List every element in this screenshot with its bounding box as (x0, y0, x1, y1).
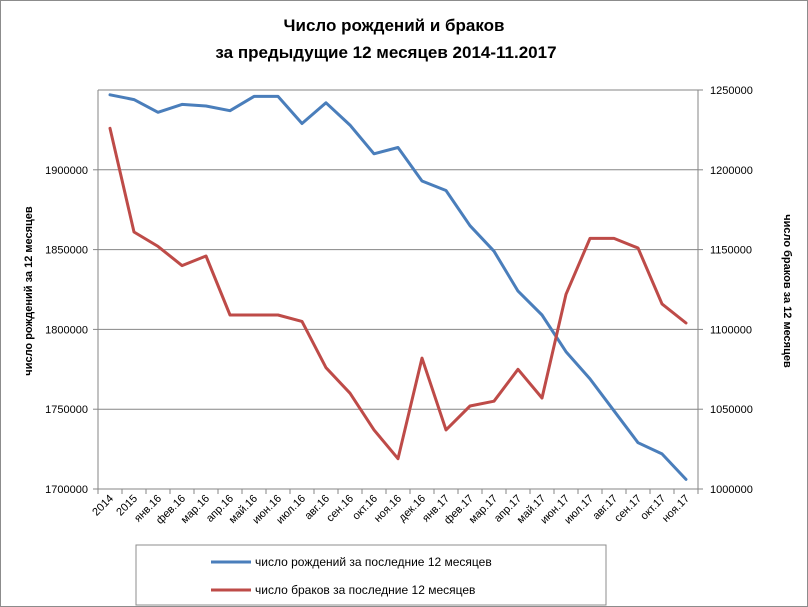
chart-title: Число рождений и браков за предыдущие 12… (215, 16, 556, 62)
legend-label-marriages: число браков за последние 12 месяцев (255, 583, 475, 597)
left-tick-label: 1750000 (45, 404, 88, 416)
right-tick-label: 1050000 (710, 404, 753, 416)
legend-label-births: число рождений за последние 12 месяцев (255, 555, 492, 569)
right-axis-ticks: 1000000 1050000 1100000 1150000 1200000 12500… (698, 85, 753, 496)
left-tick-label: 1900000 (45, 165, 88, 177)
right-tick-label: 1150000 (710, 245, 752, 257)
x-tick-label: ноя.17 (660, 493, 692, 525)
right-axis-title: число браков за 12 месяцев (781, 214, 793, 368)
right-tick-label: 1000000 (710, 484, 753, 496)
series-line-births (108, 93, 688, 481)
series-line-marriages (108, 126, 688, 461)
left-axis-title: число рождений за 12 месяцев (23, 206, 35, 376)
x-tick-label: сен.17 (612, 493, 644, 525)
x-axis-ticks: 20142015янв.16фев.16мар.16апр.16май.16ию… (90, 489, 699, 527)
legend-box (135, 544, 607, 606)
x-tick-label: ноя.16 (372, 493, 404, 525)
x-tick-label: сен.16 (324, 493, 356, 525)
legend: число рождений за последние 12 месяцев ч… (135, 544, 607, 606)
x-tick-label: 2014 (90, 493, 116, 519)
left-axis-ticks: 1700000 1750000 1800000 1850000 1900000 (45, 165, 98, 496)
gridlines (97, 89, 699, 490)
right-tick-label: 1250000 (710, 85, 753, 97)
chart-title-line-2: за предыдущие 12 месяцев 2014-11.2017 (215, 43, 556, 62)
right-tick-label: 1200000 (710, 165, 753, 177)
left-tick-label: 1850000 (45, 245, 88, 257)
series-lines (108, 93, 688, 481)
left-tick-label: 1700000 (45, 484, 88, 496)
chart-title-line-1: Число рождений и браков (284, 16, 505, 35)
right-tick-label: 1100000 (710, 324, 752, 336)
left-tick-label: 1800000 (45, 324, 88, 336)
